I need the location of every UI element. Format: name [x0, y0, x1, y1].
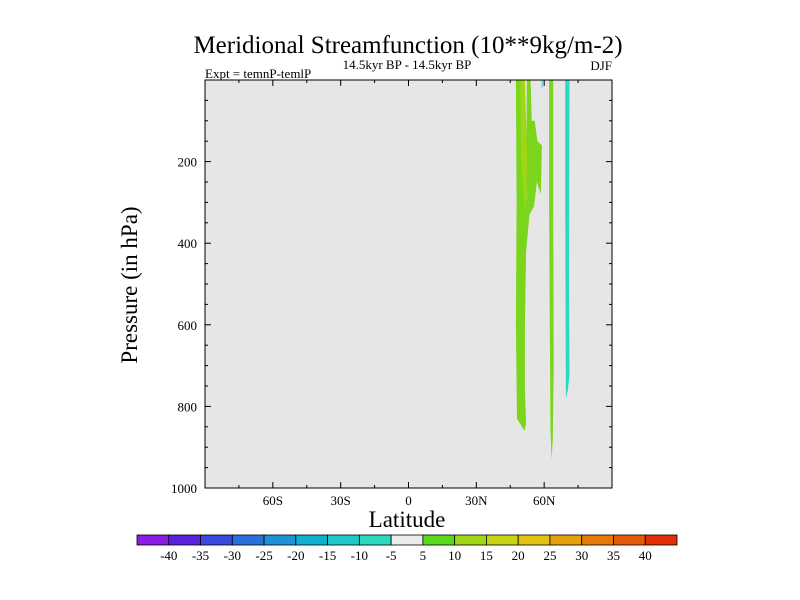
colorbar-label: -20: [287, 548, 304, 563]
region-band-lat70: [565, 80, 570, 399]
colorbar-label: -25: [255, 548, 272, 563]
colorbar-swatch: [200, 534, 233, 546]
colorbar-swatch: [231, 534, 265, 546]
x-tick-label: 60S: [263, 493, 283, 508]
x-tick-label: 30N: [465, 493, 488, 508]
y-tick-labels: 200 400 600 800 1000: [171, 155, 197, 496]
x-tick-label: 30S: [331, 493, 351, 508]
colorbar-label: 40: [639, 548, 652, 563]
colorbar-swatch: [390, 534, 424, 546]
colorbar-swatch: [581, 534, 614, 546]
colorbar-label: 30: [575, 548, 588, 563]
x-tick-label: 60N: [533, 493, 556, 508]
colorbar-labels: -40 -35 -30 -25 -20 -15 -10 -5 5 10 15 20 25 30 35 40: [160, 548, 652, 563]
colorbar-label: 15: [480, 548, 493, 563]
colorbar-swatch: [168, 534, 201, 546]
colorbar-swatch: [644, 534, 678, 546]
colorbar-label: -40: [160, 548, 177, 563]
colorbar-swatch: [517, 534, 551, 546]
x-tick-labels: 60S 30S 0 30N 60N: [263, 493, 556, 508]
plot-frame: [204, 79, 613, 489]
colorbar-label: -30: [224, 548, 241, 563]
region-band-lat52: [526, 80, 542, 215]
plot-background: [205, 80, 612, 488]
colorbar-label: 5: [420, 548, 427, 563]
x-tick-label: 0: [405, 493, 412, 508]
region-band-lat50-inner: [520, 80, 528, 215]
colorbar-swatch: [263, 534, 297, 546]
colorbar-label: 25: [543, 548, 556, 563]
y-tick-label: 800: [178, 399, 198, 414]
colorbar-swatch: [295, 534, 328, 546]
colorbar-label: 20: [512, 548, 525, 563]
left-subtitle: Expt = temnP-temlP: [205, 66, 311, 81]
colorbar-swatch: [549, 534, 583, 546]
center-subtitle: 14.5kyr BP - 14.5kyr BP: [343, 57, 472, 72]
colorbar: [136, 534, 678, 546]
y-axis-label: Pressure (in hPa): [117, 206, 142, 363]
colorbar-label: -15: [319, 548, 336, 563]
right-subtitle: DJF: [590, 58, 612, 73]
colorbar-label: 10: [448, 548, 461, 563]
x-axis-label: Latitude: [369, 507, 446, 532]
colorbar-label: 35: [607, 548, 620, 563]
colorbar-swatch: [613, 534, 646, 546]
colorbar-swatch: [486, 534, 519, 546]
colorbar-swatch: [327, 534, 360, 546]
colorbar-swatch: [454, 534, 487, 546]
colorbar-swatch: [136, 534, 170, 546]
y-tick-label: 600: [178, 318, 198, 333]
contour-regions: [515, 80, 570, 460]
colorbar-swatch: [358, 534, 392, 546]
colorbar-label: -5: [386, 548, 397, 563]
colorbar-label: -10: [351, 548, 368, 563]
y-tick-label: 400: [178, 236, 198, 251]
colorbar-swatch: [422, 534, 456, 546]
y-tick-label: 200: [178, 155, 198, 170]
region-band-lat63: [549, 80, 554, 460]
y-tick-label: 1000: [171, 481, 197, 496]
region-line-lat59: [541, 80, 543, 89]
colorbar-label: -35: [192, 548, 209, 563]
chart-title: Meridional Streamfunction (10**9kg/m-2): [193, 32, 622, 59]
region-band-lat49: [515, 80, 530, 431]
